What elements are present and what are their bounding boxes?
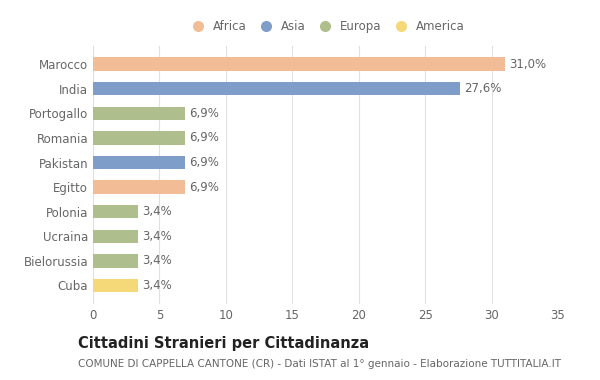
Bar	[93, 106, 185, 120]
Legend: Africa, Asia, Europa, America: Africa, Asia, Europa, America	[184, 18, 467, 36]
Bar	[93, 131, 185, 145]
Text: 3,4%: 3,4%	[142, 279, 172, 292]
Text: 6,9%: 6,9%	[188, 156, 218, 169]
Bar	[93, 279, 138, 292]
Text: 6,9%: 6,9%	[188, 131, 218, 144]
Text: 27,6%: 27,6%	[464, 82, 501, 95]
Text: Cittadini Stranieri per Cittadinanza: Cittadini Stranieri per Cittadinanza	[78, 336, 369, 351]
Text: 6,9%: 6,9%	[188, 107, 218, 120]
Bar	[93, 57, 505, 71]
Text: 31,0%: 31,0%	[509, 58, 546, 71]
Bar	[93, 230, 138, 243]
Bar	[93, 180, 185, 194]
Bar	[93, 205, 138, 218]
Text: 3,4%: 3,4%	[142, 254, 172, 268]
Bar	[93, 82, 460, 95]
Text: 3,4%: 3,4%	[142, 230, 172, 243]
Bar	[93, 254, 138, 268]
Text: COMUNE DI CAPPELLA CANTONE (CR) - Dati ISTAT al 1° gennaio - Elaborazione TUTTIT: COMUNE DI CAPPELLA CANTONE (CR) - Dati I…	[78, 359, 561, 369]
Text: 3,4%: 3,4%	[142, 205, 172, 218]
Text: 6,9%: 6,9%	[188, 180, 218, 193]
Bar	[93, 156, 185, 169]
